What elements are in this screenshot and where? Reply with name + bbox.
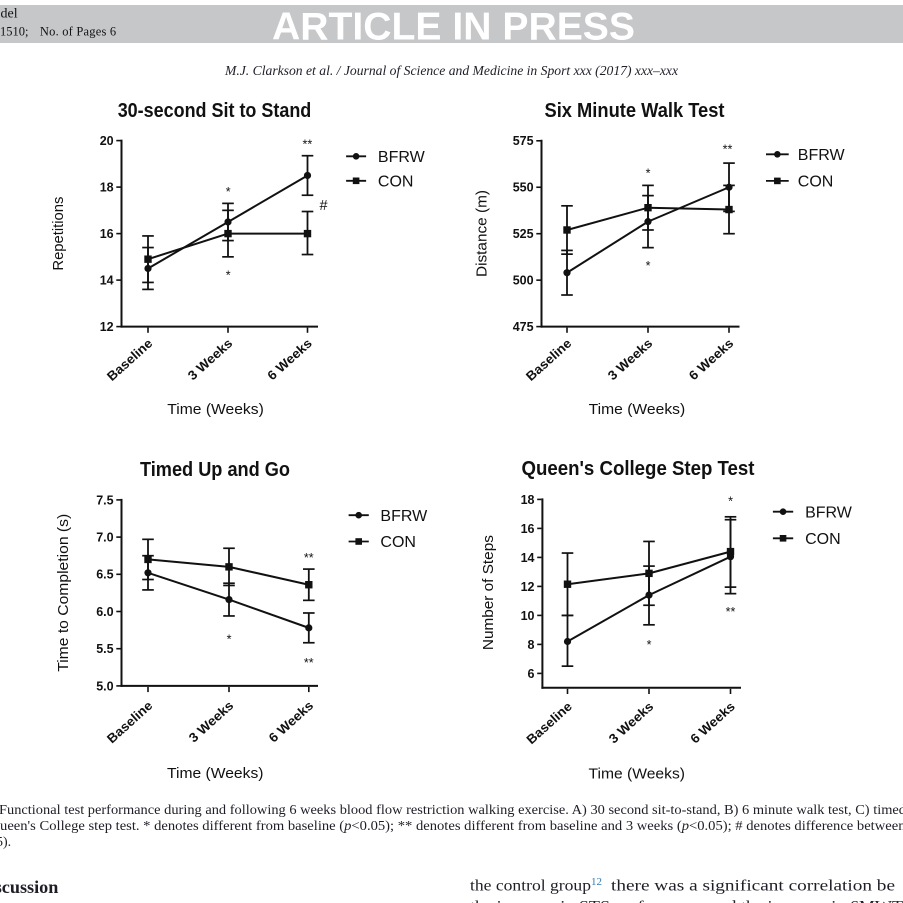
svg-text:7.0: 7.0	[96, 531, 113, 545]
svg-text:Baseline: Baseline	[104, 335, 155, 383]
svg-text:30-second Sit to Stand: 30-second Sit to Stand	[118, 100, 312, 122]
svg-text:575: 575	[513, 134, 534, 148]
svg-text:*: *	[728, 495, 733, 509]
svg-text:**: **	[304, 551, 314, 565]
svg-text:6 Weeks: 6 Weeks	[687, 699, 738, 747]
svg-text:Baseline: Baseline	[523, 335, 574, 383]
svg-text:ARTICLE IN PRESS: ARTICLE IN PRESS	[272, 6, 635, 49]
svg-text:1510;: 1510;	[0, 24, 28, 38]
svg-text:*: *	[646, 167, 651, 181]
svg-text:6: 6	[528, 667, 535, 681]
svg-text:3 Weeks: 3 Weeks	[606, 699, 657, 747]
svg-text:Repetitions: Repetitions	[50, 197, 67, 271]
svg-text:7.5: 7.5	[96, 493, 113, 507]
svg-text:**: **	[726, 605, 736, 619]
svg-text:Time to Completion (s): Time to Completion (s)	[55, 514, 72, 672]
svg-text:Six Minute Walk Test: Six Minute Walk Test	[545, 100, 725, 122]
svg-text:10: 10	[521, 609, 535, 623]
svg-text:Timed Up and Go: Timed Up and Go	[140, 459, 290, 481]
svg-text:*: *	[226, 185, 231, 199]
svg-text:0.05).: 0.05).	[0, 835, 11, 850]
svg-text:525: 525	[513, 227, 534, 241]
svg-text:CON: CON	[380, 534, 416, 551]
svg-text:**: **	[303, 138, 313, 152]
svg-text:**: **	[304, 656, 314, 670]
svg-text:BFRW: BFRW	[798, 147, 846, 164]
svg-text:14: 14	[100, 274, 114, 288]
svg-text:12: 12	[521, 580, 535, 594]
svg-text:Number of Steps: Number of Steps	[480, 535, 497, 650]
svg-text:Queen's College Step Test: Queen's College Step Test	[522, 458, 755, 480]
svg-text:18: 18	[521, 493, 535, 507]
svg-text:Time (Weeks): Time (Weeks)	[167, 765, 264, 782]
svg-text:CON: CON	[798, 174, 834, 191]
svg-text:5.0: 5.0	[96, 679, 113, 693]
svg-text:#: #	[319, 198, 327, 214]
svg-text:8: 8	[528, 638, 535, 652]
svg-text:del: del	[1, 7, 18, 22]
svg-text:Time (Weeks): Time (Weeks)	[589, 765, 686, 782]
svg-text:M.J. Clarkson et al. / Journal: M.J. Clarkson et al. / Journal of Scienc…	[224, 64, 679, 79]
svg-text:14: 14	[521, 551, 535, 565]
svg-text:*: *	[646, 259, 651, 273]
svg-text:500: 500	[513, 274, 534, 288]
svg-text:Time (Weeks): Time (Weeks)	[167, 401, 264, 418]
svg-text:CON: CON	[378, 173, 414, 190]
svg-text:12: 12	[591, 876, 602, 888]
svg-text:6 Weeks: 6 Weeks	[264, 335, 315, 383]
svg-text:*: *	[226, 269, 231, 283]
svg-text:475: 475	[513, 320, 534, 334]
svg-text:Functional test performance du: Functional test performance during and f…	[0, 803, 903, 818]
svg-text:**: **	[723, 143, 733, 157]
svg-text:20: 20	[100, 134, 114, 148]
svg-text:*: *	[647, 638, 652, 652]
svg-text:Discussion: Discussion	[0, 877, 58, 897]
svg-text:Baseline: Baseline	[523, 699, 574, 747]
svg-text:CON: CON	[805, 531, 841, 548]
svg-text:3 Weeks: 3 Weeks	[185, 335, 236, 383]
svg-text:No. of Pages 6: No. of Pages 6	[40, 24, 116, 38]
svg-text:BFRW: BFRW	[805, 504, 853, 521]
svg-text:Time (Weeks): Time (Weeks)	[589, 401, 686, 418]
svg-text:6.5: 6.5	[96, 568, 113, 582]
svg-text:3 Weeks: 3 Weeks	[186, 698, 237, 746]
svg-text:6 Weeks: 6 Weeks	[266, 698, 317, 746]
svg-text:BFRW: BFRW	[378, 149, 426, 166]
svg-text:550: 550	[513, 181, 534, 195]
svg-text:18: 18	[100, 181, 114, 195]
svg-text:16: 16	[100, 227, 114, 241]
svg-text:3 Weeks: 3 Weeks	[605, 335, 656, 383]
svg-text:Queen's College step test. * d: Queen's College step test. * denotes dif…	[0, 819, 903, 834]
svg-text:Baseline: Baseline	[104, 698, 155, 746]
svg-text:there was a significant correl: there was a significant correlation be	[611, 877, 895, 894]
svg-text:6 Weeks: 6 Weeks	[686, 335, 737, 383]
svg-text:12: 12	[100, 320, 114, 334]
svg-text:the increase in STS performanc: the increase in STS performance and the …	[470, 899, 903, 903]
svg-text:5.5: 5.5	[96, 642, 113, 656]
svg-text:16: 16	[521, 522, 535, 536]
svg-text:6.0: 6.0	[96, 605, 113, 619]
svg-text:the control group: the control group	[470, 877, 591, 894]
svg-text:Distance (m): Distance (m)	[474, 190, 491, 277]
svg-text:*: *	[227, 632, 232, 646]
svg-text:BFRW: BFRW	[380, 508, 428, 525]
